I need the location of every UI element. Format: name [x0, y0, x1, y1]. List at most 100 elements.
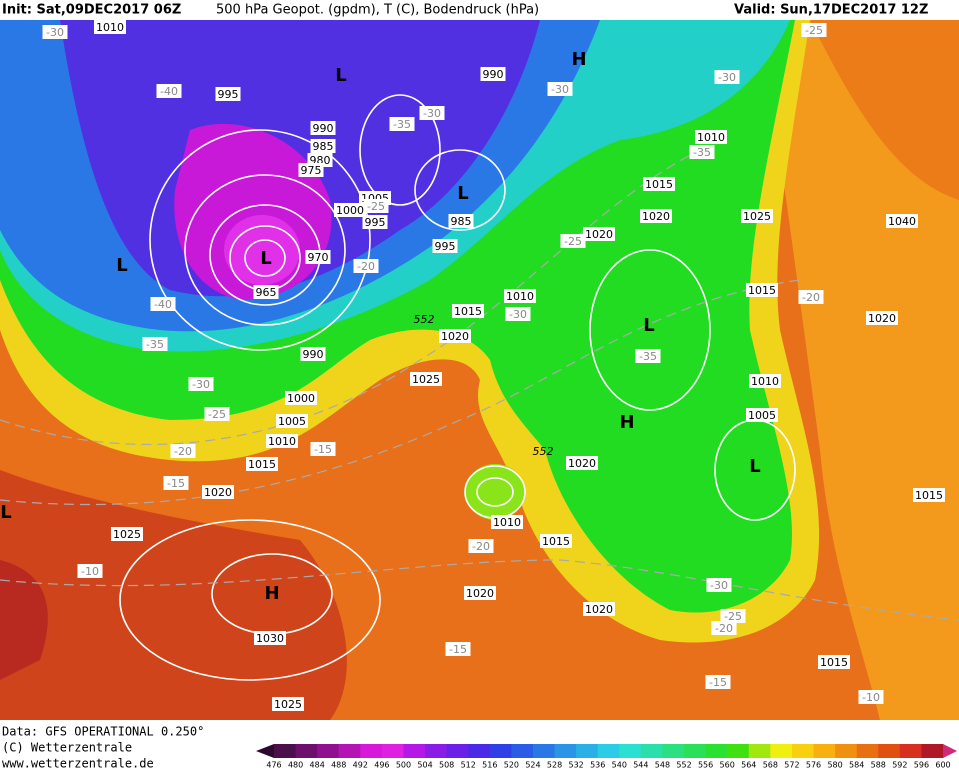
- temperature-label-box: [163, 476, 189, 490]
- temperature-label-box: [363, 199, 389, 213]
- pressure-label-box: [749, 374, 781, 388]
- colorbar-label: 508: [439, 761, 454, 770]
- pressure-label-box: [566, 456, 598, 470]
- temperature-label-box: [150, 297, 176, 311]
- colorbar-segment: [576, 744, 599, 758]
- colorbar-segment: [705, 744, 728, 758]
- pressure-label-box: [432, 239, 458, 253]
- pressure-center: H: [619, 412, 634, 433]
- pressure-label-box: [310, 139, 336, 153]
- pressure-label-box: [695, 130, 727, 144]
- temperature-label-box: [798, 290, 824, 304]
- colorbar-segment: [856, 744, 879, 758]
- colorbar-label: 488: [331, 761, 346, 770]
- pressure-label-box: [410, 372, 442, 386]
- pressure-label: 1020: [585, 228, 613, 241]
- colorbar-segment: [921, 744, 944, 758]
- colorbar-segment: [662, 744, 685, 758]
- pressure-label-box: [818, 655, 850, 669]
- pressure-label-box: [439, 329, 471, 343]
- pressure-label: 1020: [466, 587, 494, 600]
- colorbar-segment: [748, 744, 771, 758]
- colorbar-label: 492: [353, 761, 368, 770]
- temperature-label: -25: [724, 610, 742, 623]
- pressure-label-box: [886, 214, 918, 228]
- pressure-center: L: [457, 183, 468, 204]
- temperature-label: -30: [46, 26, 64, 39]
- data-source: Data: GFS OPERATIONAL 0.250°: [2, 725, 204, 739]
- pressure-label-box: [276, 414, 308, 428]
- pressure-label: 1020: [642, 210, 670, 223]
- pressure-label: 1015: [645, 178, 673, 191]
- colorbar-label: 528: [547, 761, 562, 770]
- temperature-label: -40: [154, 298, 172, 311]
- colorbar-segment: [640, 744, 663, 758]
- temperature-label: -35: [639, 350, 657, 363]
- temperature-label-box: [706, 578, 732, 592]
- colorbar-end: [943, 744, 957, 758]
- temperature-label: -15: [449, 643, 467, 656]
- pressure-label-box: [266, 434, 298, 448]
- contour-label: 552: [533, 445, 554, 458]
- temperature-label-box: [720, 609, 746, 623]
- colorbar-label: 584: [849, 761, 864, 770]
- pressure-label: 975: [301, 164, 322, 177]
- contour-label: 552: [414, 313, 435, 326]
- pressure-label-box: [300, 347, 326, 361]
- upper-right-core: [810, 20, 959, 200]
- colorbar-label: 592: [892, 761, 907, 770]
- colorbar-label: 500: [396, 761, 411, 770]
- temperature-label: -20: [802, 291, 820, 304]
- pressure-label-box: [448, 214, 474, 228]
- pressure-label-box: [491, 515, 523, 529]
- pressure-label-box: [111, 527, 143, 541]
- temperature-label-box: [204, 407, 230, 421]
- colorbar-label: 532: [568, 761, 583, 770]
- temperature-label: -30: [423, 107, 441, 120]
- colorbar-label: 544: [633, 761, 648, 770]
- pressure-label: 1020: [568, 457, 596, 470]
- temperature-label: -40: [160, 85, 178, 98]
- pressure-label: 1020: [868, 312, 896, 325]
- pressure-label: 1010: [493, 516, 521, 529]
- pressure-label-box: [452, 304, 484, 318]
- pressure-label-box: [913, 488, 945, 502]
- pressure-label-box: [746, 283, 778, 297]
- colorbar-label: 512: [461, 761, 476, 770]
- pressure-label: 985: [451, 215, 472, 228]
- pressure-label-box: [305, 250, 331, 264]
- temperature-label: -25: [367, 200, 385, 213]
- colorbar-label: 504: [417, 761, 432, 770]
- copyright: (C) Wetterzentrale: [2, 741, 132, 755]
- pressure-label-box: [272, 697, 304, 711]
- temperature-label-box: [353, 259, 379, 273]
- temperature-label: -25: [564, 235, 582, 248]
- colorbar-segment: [274, 744, 297, 758]
- pressure-label-box: [640, 209, 672, 223]
- colorbar-label: 564: [741, 761, 756, 770]
- warm-region: [0, 470, 347, 720]
- colorbar-segment: [532, 744, 556, 758]
- colorbar-segment: [597, 744, 620, 758]
- temperature-label-box: [635, 349, 661, 363]
- pressure-label: 1040: [888, 215, 916, 228]
- pressure-label-box: [298, 163, 324, 177]
- colorbar-segment: [468, 744, 491, 758]
- pressure-label: 1030: [256, 632, 284, 645]
- map-labels: 1010995990985980975970965100510009959909…: [0, 20, 945, 711]
- pressure-label: 990: [303, 348, 324, 361]
- pressure-label-box: [246, 457, 278, 471]
- pressure-label: 1010: [506, 290, 534, 303]
- pressure-label: 1010: [697, 131, 725, 144]
- pressure-label-box: [504, 289, 536, 303]
- temperature-label-box: [547, 82, 573, 96]
- colorbar-label: 484: [310, 761, 325, 770]
- pressure-label: 995: [218, 88, 239, 101]
- pressure-center: L: [260, 248, 271, 269]
- pressure-label: 1015: [820, 656, 848, 669]
- map: [0, 20, 959, 720]
- colorbar-label: 596: [914, 761, 929, 770]
- colorbar-label: 560: [720, 761, 735, 770]
